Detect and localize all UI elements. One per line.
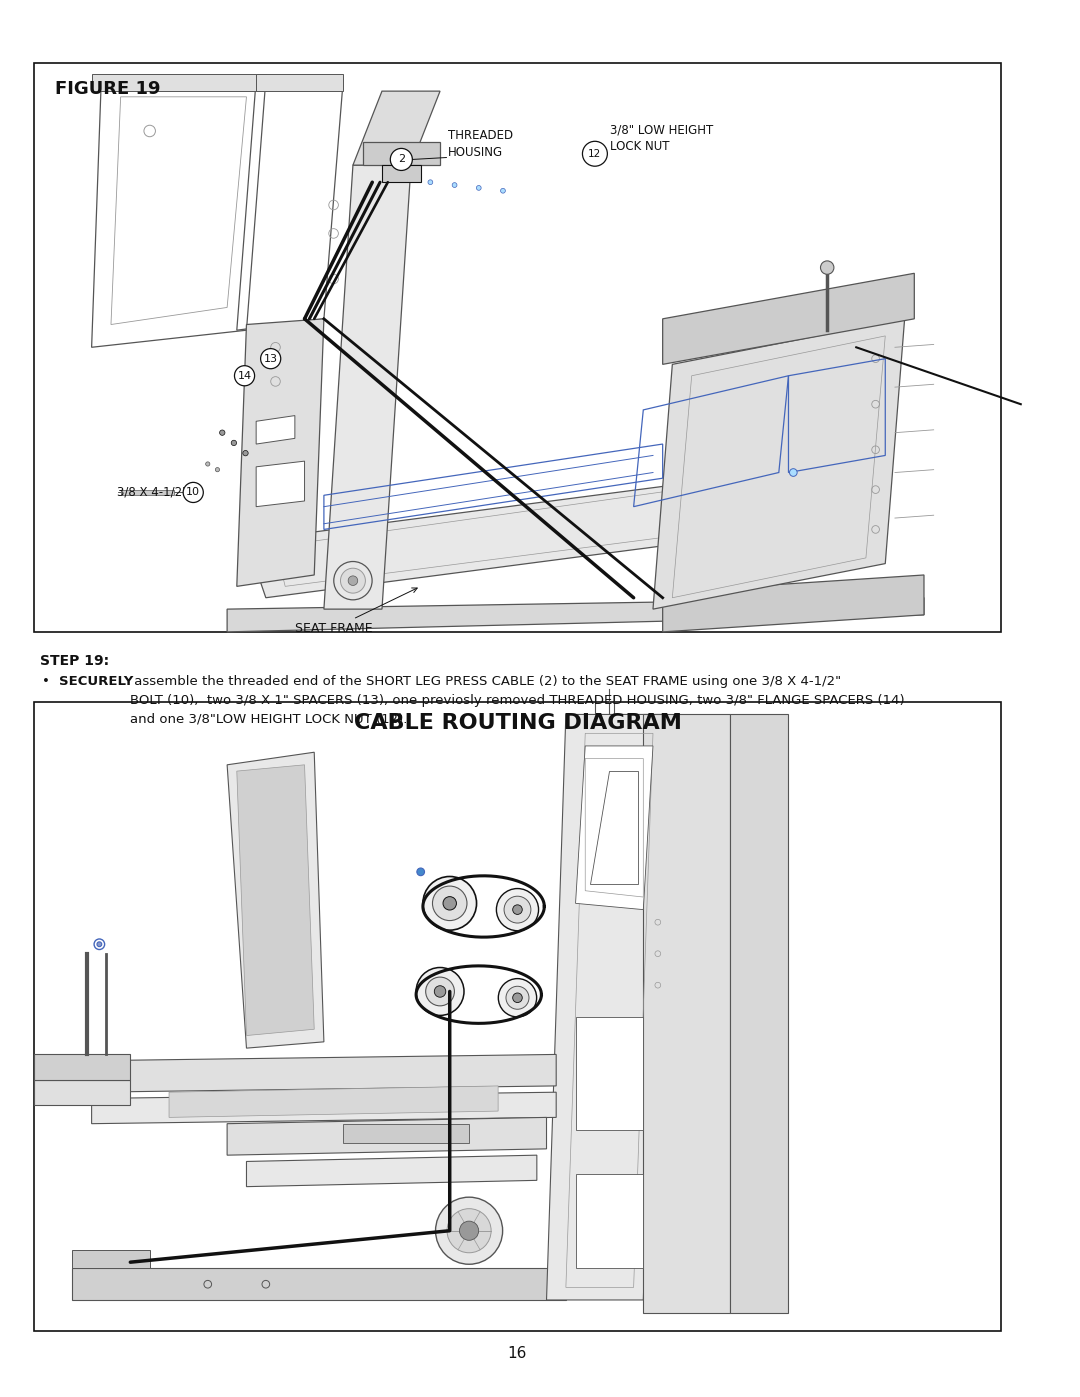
Circle shape [513, 993, 523, 1003]
Bar [33, 63, 1001, 631]
Text: 3/8 X 4-1/2": 3/8 X 4-1/2" [117, 486, 187, 499]
Circle shape [498, 979, 537, 1017]
Circle shape [348, 576, 357, 585]
Circle shape [215, 468, 219, 472]
Text: •: • [42, 675, 50, 687]
Bar [121, 490, 174, 495]
Polygon shape [256, 74, 343, 91]
Circle shape [234, 366, 255, 386]
Circle shape [97, 942, 102, 947]
Circle shape [453, 183, 457, 187]
Polygon shape [653, 319, 905, 609]
Text: 12: 12 [589, 148, 602, 159]
Polygon shape [590, 771, 638, 884]
Circle shape [334, 562, 373, 599]
Circle shape [231, 440, 237, 446]
Circle shape [417, 868, 424, 876]
Circle shape [434, 986, 446, 997]
Polygon shape [237, 764, 314, 1035]
Polygon shape [663, 274, 915, 365]
Circle shape [184, 482, 203, 503]
Polygon shape [576, 746, 653, 909]
Polygon shape [576, 1173, 644, 1268]
Circle shape [94, 939, 105, 950]
Circle shape [432, 886, 467, 921]
Text: FIGURE 19: FIGURE 19 [55, 80, 160, 98]
Polygon shape [227, 598, 924, 631]
Text: 3/8" LOW HEIGHT
LOCK NUT: 3/8" LOW HEIGHT LOCK NUT [610, 123, 714, 154]
Circle shape [243, 450, 248, 455]
Text: 14: 14 [238, 370, 252, 381]
Polygon shape [585, 759, 644, 897]
Text: CABLE ROUTING DIAGRAM: CABLE ROUTING DIAGRAM [353, 714, 681, 733]
Polygon shape [546, 714, 663, 1301]
Circle shape [513, 905, 523, 915]
Polygon shape [72, 1249, 150, 1268]
Polygon shape [363, 142, 440, 165]
Polygon shape [663, 576, 924, 631]
Polygon shape [227, 752, 324, 1048]
Polygon shape [33, 1080, 131, 1105]
Circle shape [504, 897, 531, 923]
Polygon shape [256, 415, 295, 444]
Polygon shape [576, 1017, 644, 1130]
Polygon shape [92, 1092, 556, 1123]
Polygon shape [382, 165, 421, 182]
Text: SEAT FRAME: SEAT FRAME [295, 588, 417, 634]
Circle shape [340, 569, 365, 594]
Circle shape [426, 977, 455, 1006]
Bar [33, 701, 1001, 1331]
Circle shape [423, 876, 476, 930]
Circle shape [260, 349, 281, 369]
Polygon shape [343, 1123, 469, 1143]
Circle shape [205, 462, 210, 467]
Polygon shape [644, 714, 730, 1313]
Polygon shape [730, 714, 788, 1313]
Text: STEP 19:: STEP 19: [40, 654, 109, 668]
Polygon shape [92, 74, 266, 91]
Circle shape [459, 1221, 478, 1241]
Circle shape [789, 468, 797, 476]
Polygon shape [237, 319, 324, 587]
Circle shape [390, 148, 413, 170]
Polygon shape [72, 1268, 566, 1301]
Polygon shape [246, 1155, 537, 1186]
Circle shape [435, 1197, 502, 1264]
Text: SECURELY: SECURELY [59, 675, 134, 687]
Polygon shape [92, 1055, 556, 1092]
Circle shape [497, 888, 539, 930]
Circle shape [416, 968, 464, 1016]
Text: THREADED
HOUSING: THREADED HOUSING [448, 129, 513, 159]
Text: 2: 2 [397, 155, 405, 165]
Circle shape [505, 986, 529, 1009]
Polygon shape [170, 1085, 498, 1118]
Polygon shape [256, 461, 305, 507]
Polygon shape [353, 91, 440, 165]
Circle shape [500, 189, 505, 193]
Circle shape [821, 261, 834, 274]
Text: assemble the threaded end of the SHORT LEG PRESS CABLE (2) to the SEAT FRAME usi: assemble the threaded end of the SHORT L… [131, 675, 905, 725]
Text: 10: 10 [186, 488, 200, 497]
Circle shape [219, 430, 225, 436]
Polygon shape [324, 165, 411, 609]
Circle shape [582, 141, 607, 166]
Polygon shape [33, 1055, 131, 1080]
Circle shape [443, 897, 457, 909]
Text: 13: 13 [264, 353, 278, 363]
Circle shape [447, 1208, 491, 1253]
Text: 16: 16 [508, 1345, 527, 1361]
Circle shape [428, 180, 433, 184]
Circle shape [476, 186, 482, 190]
Polygon shape [227, 1118, 546, 1155]
Polygon shape [246, 472, 788, 598]
